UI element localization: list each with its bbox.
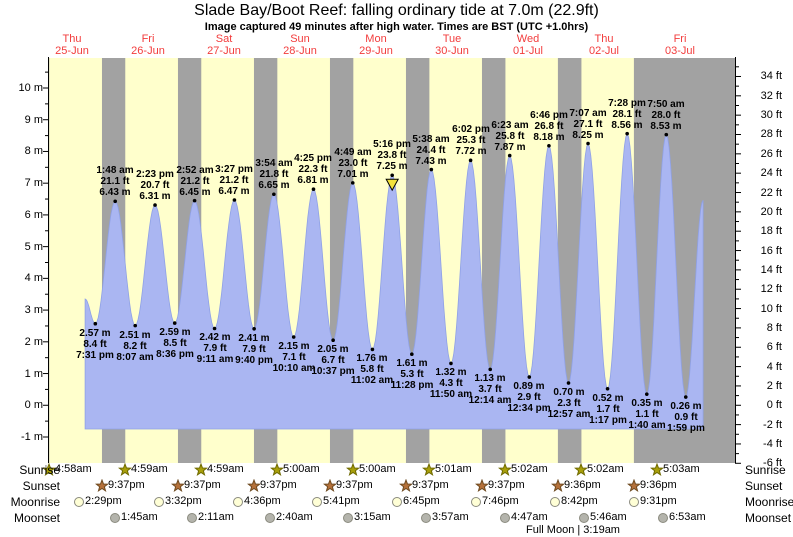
sunrise-row-label-right: Sunrise <box>745 463 786 477</box>
tide-point <box>272 192 276 197</box>
tide-point <box>113 199 117 204</box>
tide-point <box>350 181 355 185</box>
tide-point <box>291 335 296 339</box>
tide-point <box>527 375 532 379</box>
tide-point <box>547 143 551 148</box>
tide-point <box>605 386 610 391</box>
tide-point <box>390 173 394 178</box>
current-tide-marker <box>385 178 400 192</box>
tide-point <box>644 392 649 396</box>
tide-point <box>93 321 98 326</box>
tide-point <box>488 367 493 372</box>
tide-point <box>664 132 669 137</box>
tide-point <box>449 361 453 366</box>
moonrise-row-label-left: Moonrise <box>10 495 60 509</box>
sunrise-row-label-left: Sunrise <box>19 463 60 477</box>
tide-point <box>429 167 434 172</box>
tide-point <box>507 153 512 158</box>
full-moon-note: Full Moon | 3:19am <box>526 524 620 536</box>
tide-point <box>172 321 177 325</box>
tide-point <box>566 381 571 385</box>
chart-subtitle: Image captured 49 minutes after high wat… <box>204 21 589 33</box>
sunset-row-label-right: Sunset <box>745 479 783 493</box>
tide-point <box>192 198 197 203</box>
tide-point <box>468 158 473 163</box>
tide-point <box>212 326 217 331</box>
tide-point <box>311 187 316 192</box>
sunset-row-label-left: Sunset <box>22 479 60 493</box>
chart-title: Slade Bay/Boot Reef: falling ordinary ti… <box>194 2 599 19</box>
tide-point <box>625 131 629 136</box>
tide-point <box>153 203 157 207</box>
tide-point <box>410 352 414 356</box>
tide-point <box>683 395 688 399</box>
tide-point <box>252 327 256 331</box>
tide-point <box>133 323 138 328</box>
moonset-row-label-right: Moonset <box>745 511 792 525</box>
tide-point <box>370 347 375 352</box>
tide-point <box>331 338 335 343</box>
moonset-row-label-left: Moonset <box>13 511 60 525</box>
moonrise-row-label-right: Moonrise <box>745 495 793 509</box>
tide-point <box>232 198 237 202</box>
tide-point <box>586 141 590 146</box>
